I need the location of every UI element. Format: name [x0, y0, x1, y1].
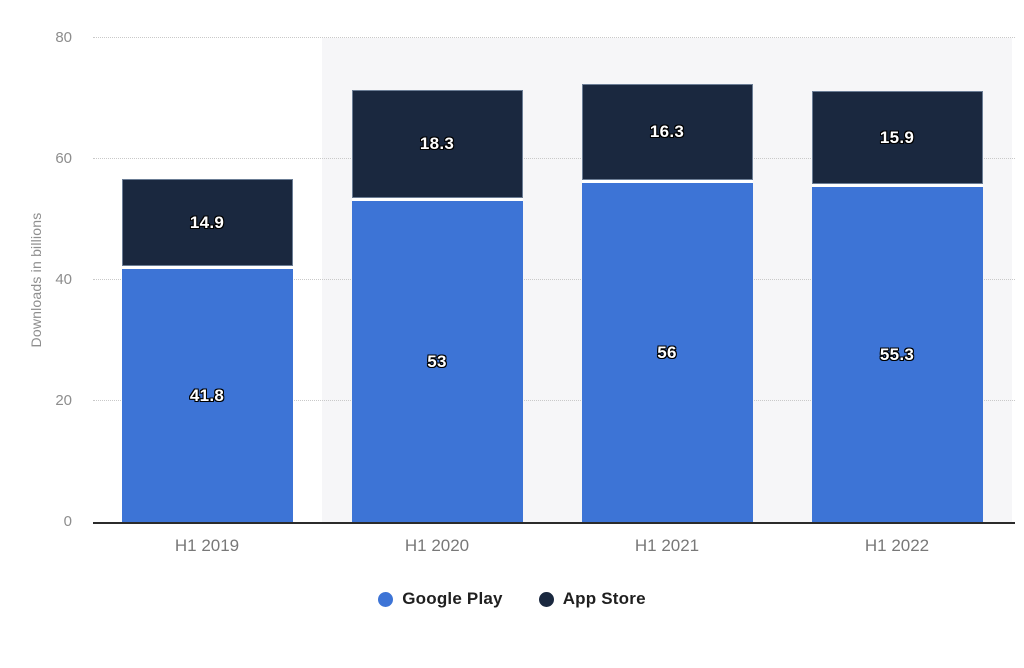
x-tick-label-h1-2019: H1 2019	[174, 536, 240, 555]
value-label-app-store-h1-2020: 18.3	[419, 134, 455, 153]
gridline-20	[93, 400, 1015, 401]
legend: Google Play App Store	[0, 589, 1024, 609]
segment-app-store-h1-2021[interactable]: 16.3	[581, 84, 753, 180]
y-tick-label-80: 80	[55, 29, 72, 46]
segment-separator	[811, 184, 983, 187]
plot-area: 14.9 41.8 18.3 53 16.3 56 15.9 55.3	[93, 37, 1015, 524]
value-label-app-store-h1-2021: 16.3	[649, 122, 685, 141]
y-tick-label-60: 60	[55, 150, 72, 167]
value-label-google-play-h1-2021: 56	[657, 342, 677, 362]
segment-separator	[121, 266, 293, 269]
segment-app-store-h1-2019[interactable]: 14.9	[121, 179, 293, 266]
segment-app-store-h1-2022[interactable]: 15.9	[811, 91, 983, 184]
x-tick-label-h1-2020: H1 2020	[404, 536, 470, 555]
legend-swatch-google-play	[378, 591, 394, 607]
segment-separator	[581, 180, 753, 183]
legend-label-app-store: App Store	[562, 589, 646, 608]
legend-label-google-play: Google Play	[402, 589, 503, 608]
segment-app-store-h1-2020[interactable]: 18.3	[351, 90, 523, 198]
value-label-app-store-h1-2019: 14.9	[189, 212, 225, 232]
x-tick-label-h1-2021: H1 2021	[634, 536, 700, 555]
value-label-google-play-h1-2022: 55.3	[879, 344, 915, 364]
segment-google-play-h1-2019[interactable]: 41.8	[121, 269, 293, 522]
segment-google-play-h1-2020[interactable]: 53	[351, 201, 523, 522]
bar-h1-2021: 16.3 56	[581, 84, 753, 522]
value-label-google-play-h1-2020: 53	[427, 351, 447, 371]
y-tick-label-20: 20	[55, 392, 72, 409]
gridline-40	[93, 279, 1015, 280]
x-axis-line	[93, 522, 1015, 524]
x-tick-label-h1-2022: H1 2022	[864, 536, 930, 555]
legend-swatch-app-store	[538, 591, 554, 607]
y-tick-label-0: 0	[63, 513, 72, 530]
bar-h1-2020: 18.3 53	[351, 90, 523, 522]
value-label-google-play-h1-2019: 41.8	[189, 385, 225, 405]
gridline-60	[93, 158, 1015, 159]
gridline-80	[93, 37, 1015, 38]
segment-separator	[351, 198, 523, 201]
segment-google-play-h1-2021[interactable]: 56	[581, 183, 753, 522]
segment-google-play-h1-2022[interactable]: 55.3	[811, 187, 983, 522]
value-label-app-store-h1-2022: 15.9	[879, 127, 915, 147]
bar-h1-2019: 14.9 41.8	[121, 179, 293, 522]
legend-item-google-play: Google Play	[378, 589, 503, 609]
bar-h1-2022: 15.9 55.3	[811, 91, 983, 522]
y-tick-label-40: 40	[55, 271, 72, 288]
legend-item-app-store: App Store	[538, 589, 646, 609]
